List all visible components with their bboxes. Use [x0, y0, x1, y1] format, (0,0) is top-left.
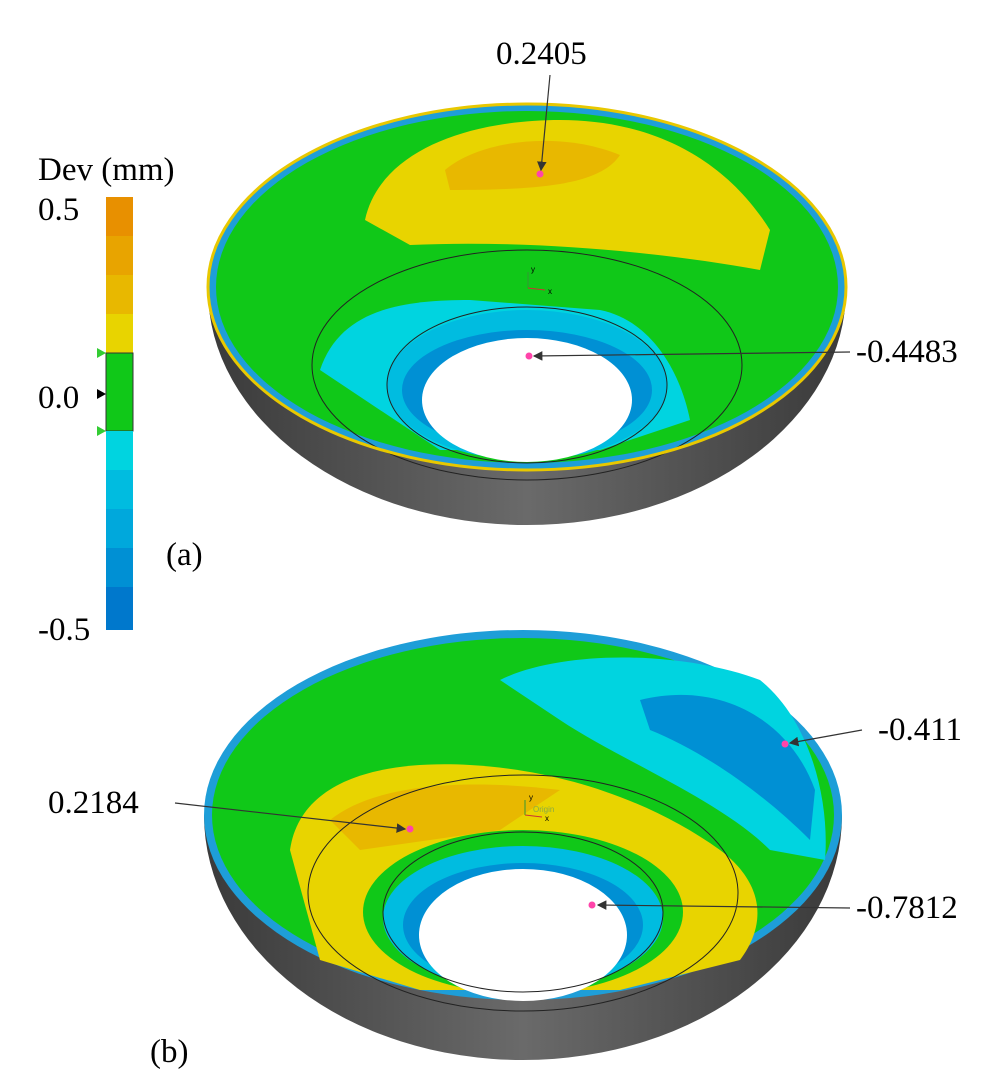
annotation: -0.411	[878, 712, 962, 748]
legend-title: Dev (mm)	[38, 152, 175, 188]
annotation: 0.2184	[48, 785, 139, 821]
legend-tick: 0.5	[38, 192, 79, 228]
annotation-line	[537, 74, 551, 172]
axis-label: y	[529, 793, 533, 802]
annotation-line	[532, 351, 851, 361]
panel-label: (a)	[166, 537, 203, 573]
annotation: -0.7812	[856, 890, 958, 926]
annotation-line	[174, 802, 407, 833]
legend-tick: -0.5	[38, 612, 90, 648]
annotation: -0.4483	[856, 334, 958, 370]
axis-label: x	[545, 814, 549, 823]
axis-label: Origin	[533, 805, 554, 814]
bowl-b	[204, 630, 842, 1060]
axis-label: y	[531, 265, 535, 274]
annotation-line	[596, 900, 851, 910]
axis-label: x	[548, 287, 552, 296]
legend-tick: 0.0	[38, 380, 79, 416]
annotation: 0.2405	[496, 36, 587, 72]
annotation-line	[788, 729, 863, 747]
panel-label: (b)	[150, 1034, 188, 1070]
bowl-a	[206, 102, 848, 525]
colorbar	[97, 197, 134, 630]
